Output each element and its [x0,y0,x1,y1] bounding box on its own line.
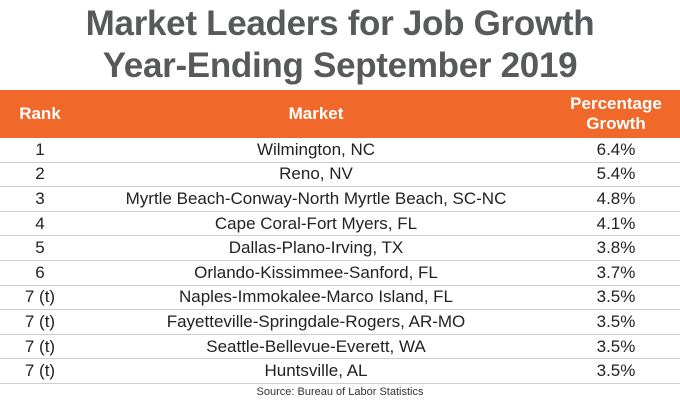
table-row: 7 (t) Huntsville, AL 3.5% [0,358,680,384]
table-body: 1 Wilmington, NC 6.4% 2 Reno, NV 5.4% 3 Myrtle … [0,138,680,384]
table-cell: Orlando-Kissimmee-Sanford, FL [80,260,552,286]
table-row: 3 Myrtle Beach-Conway-North Myrtle Beach,… [0,186,680,212]
table-cell: 1 [0,138,80,163]
table-cell: 3.5% [552,309,680,335]
table-cell: 6 [0,260,80,286]
table-cell: Myrtle Beach-Conway-North Myrtle Beach, … [80,186,552,212]
table-cell: 3.7% [552,260,680,286]
table-row: 2 Reno, NV 5.4% [0,162,680,188]
column-header: Percentage Growth [552,90,680,138]
table-row: 1 Wilmington, NC 6.4% [0,138,680,163]
table-cell: 3.5% [552,285,680,311]
table-cell: Wilmington, NC [80,138,552,163]
table-cell: 4.1% [552,211,680,237]
table-cell: 7 (t) [0,358,80,384]
table-cell: 7 (t) [0,309,80,335]
title-box: Market Leaders for Job Growth Year-Endin… [0,3,680,87]
table-cell: Naples-Immokalee-Marco Island, FL [80,285,552,311]
table-row: 7 (t) Naples-Immokalee-Marco Island, FL 3.… [0,285,680,311]
column-header: Rank [0,90,80,138]
title-line: Market Leaders for Job Growth [85,4,595,43]
table-row: 4 Cape Coral-Fort Myers, FL 4.1% [0,211,680,237]
table-cell: 3.5% [552,334,680,360]
table-cell: 3.8% [552,235,680,261]
table-cell: Fayetteville-Springdale-Rogers, AR-MO [80,309,552,335]
table-row: 7 (t) Fayetteville-Springdale-Rogers, AR-… [0,309,680,335]
table-cell: 3 [0,186,80,212]
table: Rank Market Percentage Growth 1 Wilmingto… [0,90,680,384]
table-cell: Cape Coral-Fort Myers, FL [80,211,552,237]
table-cell: 6.4% [552,138,680,163]
table-cell: 7 (t) [0,334,80,360]
table-row: 7 (t) Seattle-Bellevue-Everett, WA 3.5% [0,334,680,360]
table-cell: Seattle-Bellevue-Everett, WA [80,334,552,360]
table-cell: 5 [0,235,80,261]
table-cell: Reno, NV [80,162,552,188]
table-cell: 2 [0,162,80,188]
table-cell: 5.4% [552,162,680,188]
header-row: Rank Market Percentage Growth [0,90,680,138]
source-note: Source: Bureau of Labor Statistics [256,386,424,398]
title-line: Year-Ending September 2019 [102,46,578,85]
table-cell: 7 (t) [0,285,80,311]
table-cell: 4.8% [552,186,680,212]
table-row: 6 Orlando-Kissimmee-Sanford, FL 3.7% [0,260,680,286]
table-cell: Huntsville, AL [80,358,552,384]
column-header: Market [80,90,552,138]
table-cell: 3.5% [552,358,680,384]
table-cell: 4 [0,211,80,237]
table-row: 5 Dallas-Plano-Irving, TX 3.8% [0,235,680,261]
table-cell: Dallas-Plano-Irving, TX [80,235,552,261]
